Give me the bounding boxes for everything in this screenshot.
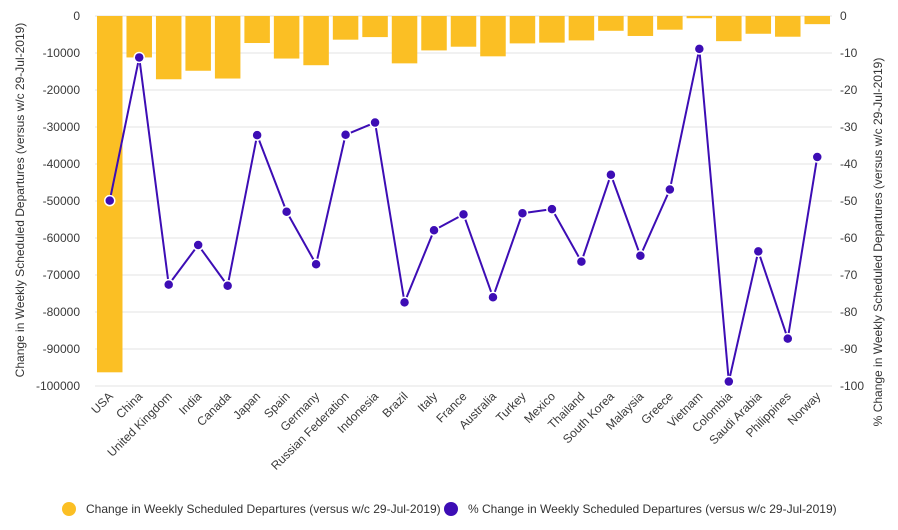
line-series xyxy=(103,43,824,388)
left-tick-label: -80000 xyxy=(43,305,81,319)
right-tick-label: -50 xyxy=(840,194,858,208)
line-point[interactable] xyxy=(162,278,175,291)
bar[interactable] xyxy=(273,16,300,59)
line-point[interactable] xyxy=(811,151,824,163)
left-tick-label: -60000 xyxy=(43,231,81,245)
line-point[interactable] xyxy=(103,194,116,207)
left-y-axis: 0 -10000 -20000 -30000 -40000 -50000 -60000 -70… xyxy=(36,9,80,393)
line-point[interactable] xyxy=(575,255,588,268)
bar[interactable] xyxy=(804,16,831,25)
right-y-axis: 0 -10 -20 -30 -40 -50 -60 -70 -80 -90 -100 xyxy=(840,9,864,393)
bar[interactable] xyxy=(391,16,418,64)
left-tick-label: -20000 xyxy=(43,83,81,97)
category-label: USA xyxy=(89,389,116,416)
right-tick-label: -70 xyxy=(840,268,858,282)
bar[interactable] xyxy=(568,16,595,41)
chart: 0 -10000 -20000 -30000 -40000 -50000 -60000 -70… xyxy=(13,9,885,473)
line-point[interactable] xyxy=(398,296,411,309)
left-tick-label: -70000 xyxy=(43,268,81,282)
right-tick-label: -90 xyxy=(840,342,858,356)
right-tick-label: -100 xyxy=(840,379,864,393)
gridlines xyxy=(95,15,832,387)
line-point[interactable] xyxy=(457,208,470,221)
bar[interactable] xyxy=(421,16,447,51)
line-point[interactable] xyxy=(133,51,145,64)
line-point[interactable] xyxy=(369,116,381,129)
left-tick-label: -50000 xyxy=(43,194,81,208)
bar[interactable] xyxy=(244,16,270,44)
line-point[interactable] xyxy=(192,239,204,251)
right-tick-label: 0 xyxy=(840,9,847,23)
right-tick-label: -80 xyxy=(840,305,858,319)
line-point[interactable] xyxy=(752,245,765,258)
line-point[interactable] xyxy=(605,168,617,181)
right-tick-label: -40 xyxy=(840,157,858,171)
right-tick-label: -60 xyxy=(840,231,858,245)
line-point[interactable] xyxy=(428,224,440,236)
bar[interactable] xyxy=(627,16,654,36)
line-point[interactable] xyxy=(487,291,499,303)
legend: Change in Weekly Scheduled Departures (v… xyxy=(0,502,898,524)
left-tick-label: 0 xyxy=(73,9,80,23)
right-tick-label: -20 xyxy=(840,83,858,97)
left-axis-title: Change in Weekly Scheduled Departures (v… xyxy=(13,23,27,378)
line-point[interactable] xyxy=(251,129,263,141)
line-point[interactable] xyxy=(546,203,558,215)
line-point[interactable] xyxy=(280,205,293,218)
legend-item-line[interactable]: % Change in Weekly Scheduled Departures … xyxy=(444,502,837,516)
legend-swatch-bars xyxy=(62,502,76,516)
line-point[interactable] xyxy=(221,279,234,292)
line-point[interactable] xyxy=(310,258,322,271)
right-axis-title: % Change in Weekly Scheduled Departures … xyxy=(871,58,885,427)
bar[interactable] xyxy=(509,16,536,44)
bar[interactable] xyxy=(716,16,742,42)
left-tick-label: -30000 xyxy=(43,120,81,134)
legend-item-bars[interactable]: Change in Weekly Scheduled Departures (v… xyxy=(62,502,441,516)
line-point[interactable] xyxy=(516,207,529,219)
bar-series xyxy=(96,16,831,373)
left-tick-label: -90000 xyxy=(43,342,81,356)
legend-label-line: % Change in Weekly Scheduled Departures … xyxy=(468,502,837,516)
bar[interactable] xyxy=(539,16,565,43)
bar[interactable] xyxy=(126,16,152,58)
left-tick-label: -10000 xyxy=(43,46,81,60)
left-tick-label: -100000 xyxy=(36,379,80,393)
bar[interactable] xyxy=(96,16,123,373)
bar[interactable] xyxy=(332,16,359,40)
category-label: Japan xyxy=(230,389,263,422)
bar[interactable] xyxy=(657,16,683,30)
bar[interactable] xyxy=(775,16,801,37)
line-point[interactable] xyxy=(723,375,735,388)
category-label: Brazil xyxy=(380,389,411,420)
bar[interactable] xyxy=(480,16,506,57)
line-point[interactable] xyxy=(693,43,706,55)
bar[interactable] xyxy=(155,16,182,80)
line-point[interactable] xyxy=(339,129,352,141)
bar[interactable] xyxy=(303,16,329,66)
legend-label-bars: Change in Weekly Scheduled Departures (v… xyxy=(86,502,441,516)
bar[interactable] xyxy=(745,16,772,34)
line-point[interactable] xyxy=(634,250,647,262)
bar[interactable] xyxy=(686,16,713,19)
bar[interactable] xyxy=(362,16,388,38)
bar[interactable] xyxy=(598,16,624,31)
bar[interactable] xyxy=(185,16,211,71)
right-tick-label: -10 xyxy=(840,46,858,60)
right-tick-label: -30 xyxy=(840,120,858,134)
bar[interactable] xyxy=(450,16,477,47)
line-point[interactable] xyxy=(782,332,794,345)
legend-swatch-line xyxy=(444,502,458,516)
line-point[interactable] xyxy=(664,183,676,196)
category-label: Norway xyxy=(785,389,824,428)
left-tick-label: -40000 xyxy=(43,157,81,171)
category-label: Italy xyxy=(415,389,440,414)
bar[interactable] xyxy=(214,16,241,79)
